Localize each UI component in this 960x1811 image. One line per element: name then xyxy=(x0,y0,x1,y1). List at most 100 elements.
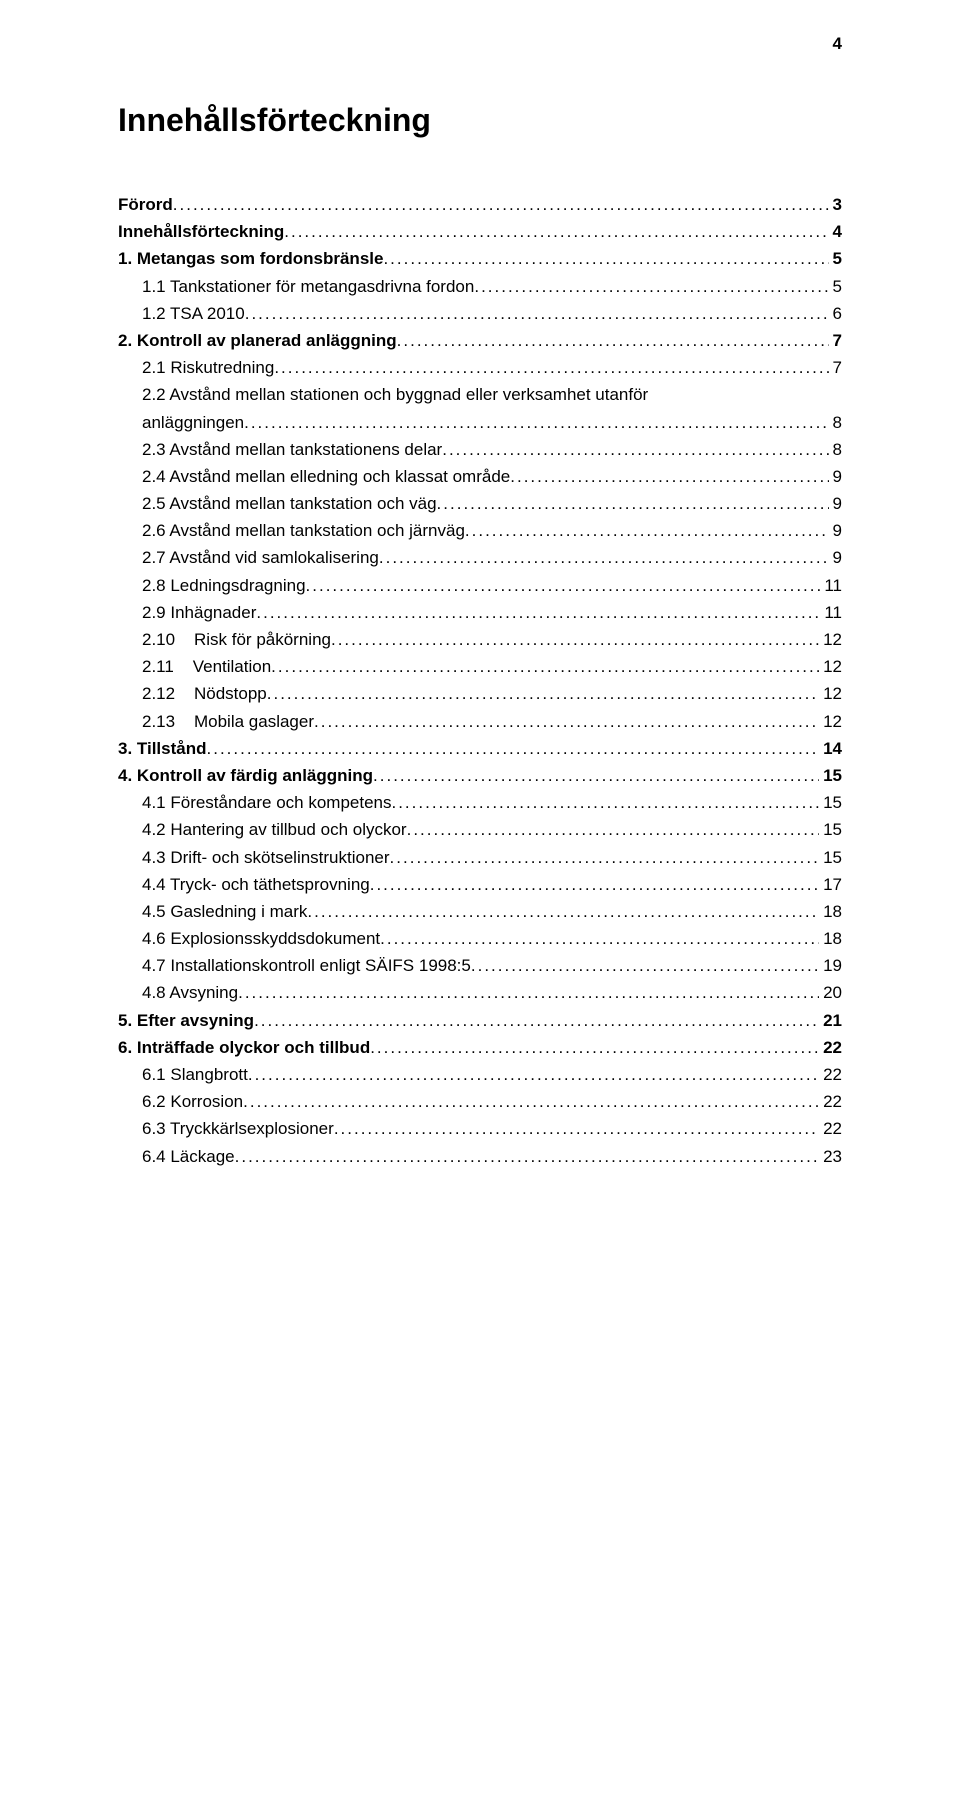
toc-entry-label: 2.13 Mobila gaslager xyxy=(142,708,314,735)
toc-entry-page: 15 xyxy=(819,762,842,789)
toc-entry-label: 2.11 Ventilation xyxy=(142,653,271,680)
toc-entry-label: 4. Kontroll av färdig anläggning xyxy=(118,762,373,789)
toc-entry-page: 22 xyxy=(819,1088,842,1115)
toc-entry-page: 17 xyxy=(819,871,842,898)
toc-entry-page: 12 xyxy=(819,653,842,680)
toc-entry: 2.1 Riskutredning 7 xyxy=(118,354,842,381)
toc-entry-label: 2.2 Avstånd mellan stationen och byggnad… xyxy=(142,381,648,408)
toc-leader xyxy=(256,599,820,626)
toc-leader xyxy=(471,952,819,979)
toc-entry: 5. Efter avsyning 21 xyxy=(118,1007,842,1034)
toc-entry-page: 9 xyxy=(829,463,842,490)
toc-entry-label: 2.3 Avstånd mellan tankstationens delar xyxy=(142,436,442,463)
toc-entry-page: 7 xyxy=(829,327,842,354)
toc-entry-label: 2.4 Avstånd mellan elledning och klassat… xyxy=(142,463,510,490)
toc-leader xyxy=(307,898,819,925)
toc-entry: 2.5 Avstånd mellan tankstation och väg 9 xyxy=(118,490,842,517)
document-title: Innehållsförteckning xyxy=(118,102,842,139)
toc-entry-page: 18 xyxy=(819,898,842,925)
toc-leader xyxy=(474,273,828,300)
toc-entry: 4. Kontroll av färdig anläggning 15 xyxy=(118,762,842,789)
toc-leader xyxy=(437,490,829,517)
toc-leader xyxy=(397,327,829,354)
toc-entry-label: 1.1 Tankstationer för metangasdrivna for… xyxy=(142,273,474,300)
toc-entry: 1. Metangas som fordonsbränsle 5 xyxy=(118,245,842,272)
toc-entry-page: 20 xyxy=(819,979,842,1006)
toc-entry-page: 19 xyxy=(819,952,842,979)
toc-entry: 2.4 Avstånd mellan elledning och klassat… xyxy=(118,463,842,490)
toc-leader xyxy=(370,1034,819,1061)
toc-leader xyxy=(442,436,828,463)
toc-entry-label: 2.12 Nödstopp xyxy=(142,680,267,707)
toc-entry: 6.2 Korrosion 22 xyxy=(118,1088,842,1115)
toc-entry-page: 15 xyxy=(819,789,842,816)
toc-entry-label: 2.9 Inhägnader xyxy=(142,599,256,626)
toc-entry-page: 23 xyxy=(819,1143,842,1170)
toc-entry: 6. Inträffade olyckor och tillbud 22 xyxy=(118,1034,842,1061)
toc-entry: 4.5 Gasledning i mark 18 xyxy=(118,898,842,925)
toc-entry: 4.8 Avsyning 20 xyxy=(118,979,842,1006)
toc-entry-label: 2.10 Risk för påkörning xyxy=(142,626,331,653)
toc-entry-label: 5. Efter avsyning xyxy=(118,1007,254,1034)
toc-entry-label: 2.8 Ledningsdragning xyxy=(142,572,306,599)
toc-entry-page: 7 xyxy=(829,354,842,381)
toc-entry-page: 22 xyxy=(819,1034,842,1061)
toc-entry-page: 11 xyxy=(820,599,842,626)
toc-entry: 1.1 Tankstationer för metangasdrivna for… xyxy=(118,273,842,300)
toc-entry-page: 21 xyxy=(819,1007,842,1034)
toc-leader xyxy=(306,572,821,599)
toc-entry-label: 1. Metangas som fordonsbränsle xyxy=(118,245,383,272)
toc-entry: 4.7 Installationskontroll enligt SÄIFS 1… xyxy=(118,952,842,979)
toc-entry-page: 12 xyxy=(819,708,842,735)
toc-entry: 3. Tillstånd 14 xyxy=(118,735,842,762)
toc-entry-label: 6.3 Tryckkärlsexplosioner xyxy=(142,1115,334,1142)
toc-entry-page: 3 xyxy=(829,191,842,218)
toc-leader xyxy=(334,1115,819,1142)
toc-entry-label: 6. Inträffade olyckor och tillbud xyxy=(118,1034,370,1061)
toc-entry-label: 4.8 Avsyning xyxy=(142,979,238,1006)
toc-entry-label: 4.3 Drift- och skötselinstruktioner xyxy=(142,844,390,871)
toc-entry-page: 22 xyxy=(819,1115,842,1142)
toc-leader xyxy=(379,544,829,571)
toc-entry: 2.11 Ventilation 12 xyxy=(118,653,842,680)
toc-leader xyxy=(173,191,829,218)
toc-entry-page: 8 xyxy=(829,436,842,463)
toc-entry: 2.6 Avstånd mellan tankstation och järnv… xyxy=(118,517,842,544)
toc-entry-label: Innehållsförteckning xyxy=(118,218,284,245)
toc-leader xyxy=(407,816,819,843)
toc-leader xyxy=(380,925,819,952)
toc-entry-page: 8 xyxy=(829,409,842,436)
toc-entry: 2. Kontroll av planerad anläggning 7 xyxy=(118,327,842,354)
toc-entry-page: 4 xyxy=(829,218,842,245)
toc-entry-label: 2.5 Avstånd mellan tankstation och väg xyxy=(142,490,437,517)
toc-entry-label: 6.2 Korrosion xyxy=(142,1088,243,1115)
toc-entry-label: Förord xyxy=(118,191,173,218)
toc-entry: 6.1 Slangbrott 22 xyxy=(118,1061,842,1088)
toc-entry-page: 12 xyxy=(819,680,842,707)
toc-leader xyxy=(238,979,819,1006)
toc-leader xyxy=(383,245,828,272)
toc-entry: anläggningen8 xyxy=(118,409,842,436)
table-of-contents: Förord 3Innehållsförteckning 41. Metanga… xyxy=(118,191,842,1170)
toc-leader xyxy=(235,1143,819,1170)
toc-entry-label: 4.2 Hantering av tillbud och olyckor xyxy=(142,816,407,843)
toc-leader xyxy=(465,517,829,544)
toc-leader xyxy=(244,409,828,436)
toc-entry: 2.12 Nödstopp 12 xyxy=(118,680,842,707)
page-number: 4 xyxy=(833,34,842,54)
toc-leader xyxy=(248,1061,819,1088)
toc-leader xyxy=(510,463,828,490)
toc-entry-page: 12 xyxy=(819,626,842,653)
toc-leader xyxy=(243,1088,819,1115)
toc-entry: 4.4 Tryck- och täthetsprovning 17 xyxy=(118,871,842,898)
toc-leader xyxy=(314,708,819,735)
toc-entry-label: 4.5 Gasledning i mark xyxy=(142,898,307,925)
toc-entry: 2.3 Avstånd mellan tankstationens delar … xyxy=(118,436,842,463)
toc-entry: Förord 3 xyxy=(118,191,842,218)
toc-leader xyxy=(207,735,820,762)
toc-entry-page: 15 xyxy=(819,816,842,843)
toc-entry: 1.2 TSA 2010 6 xyxy=(118,300,842,327)
toc-entry: 4.2 Hantering av tillbud och olyckor 15 xyxy=(118,816,842,843)
toc-entry: 2.8 Ledningsdragning 11 xyxy=(118,572,842,599)
toc-entry-label: 2.7 Avstånd vid samlokalisering xyxy=(142,544,379,571)
